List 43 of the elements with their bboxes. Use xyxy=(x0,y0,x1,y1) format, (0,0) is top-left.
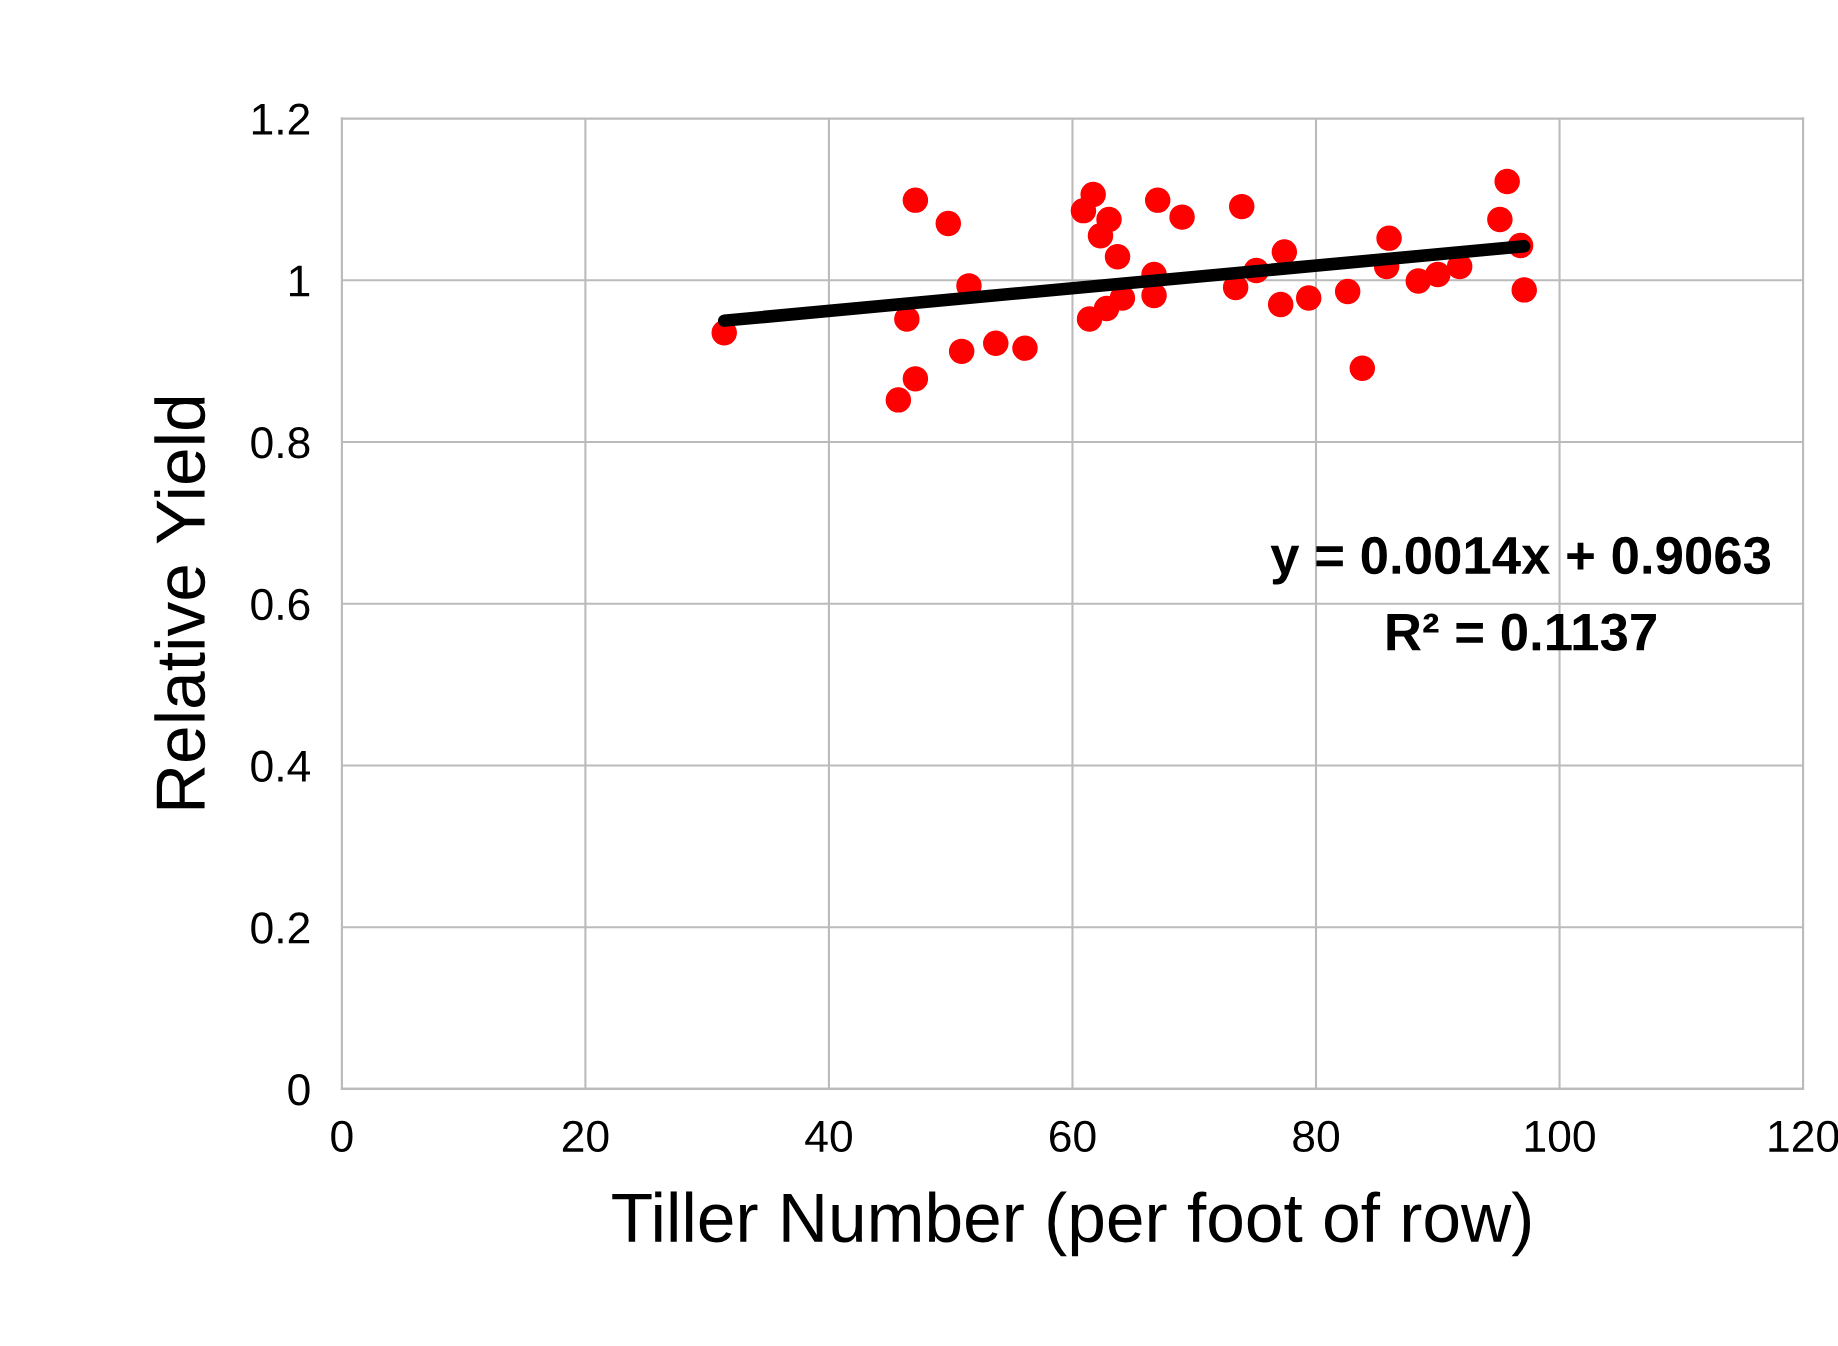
point xyxy=(1295,285,1322,311)
point xyxy=(935,210,961,237)
point xyxy=(1012,335,1038,361)
point xyxy=(885,387,912,413)
x-tick-label: 80 xyxy=(1293,1120,1339,1153)
y-tick-label: 0.2 xyxy=(251,912,310,944)
point xyxy=(1144,187,1171,213)
x-axis-title: Tiller Number (per foot of row) xyxy=(612,1191,1530,1257)
point xyxy=(894,306,920,332)
x-tick-label: 60 xyxy=(1050,1120,1096,1153)
y-tick-label: 0.8 xyxy=(251,427,310,459)
annotation: y = 0.0014x + 0.9063 xyxy=(1270,536,1771,585)
point xyxy=(1169,204,1195,230)
x-tick-label: 100 xyxy=(1525,1120,1595,1153)
y-tick-label: 0 xyxy=(288,1073,310,1106)
x-tick-label: 0 xyxy=(331,1120,353,1153)
x-tick-label: 120 xyxy=(1769,1120,1838,1153)
point xyxy=(1487,206,1513,233)
point xyxy=(1104,244,1131,270)
point xyxy=(902,366,929,392)
point xyxy=(948,338,975,365)
y-tick-label: 1.2 xyxy=(252,103,310,135)
x-tick-label: 20 xyxy=(562,1120,609,1153)
point xyxy=(1271,239,1298,265)
point xyxy=(902,187,929,213)
point xyxy=(1334,278,1361,305)
point xyxy=(1349,355,1376,382)
x-tick-label: 40 xyxy=(805,1120,852,1153)
point xyxy=(1376,225,1402,251)
point xyxy=(1267,291,1294,318)
point xyxy=(1080,181,1106,208)
point xyxy=(1511,277,1537,303)
y-tick-label: 0.6 xyxy=(251,588,310,621)
y-tick-label: 1 xyxy=(289,265,310,297)
y-axis-title: Relative Yield xyxy=(154,397,206,809)
point xyxy=(1087,222,1114,249)
point xyxy=(1229,193,1255,220)
point xyxy=(983,330,1009,356)
point xyxy=(1405,268,1432,294)
annotation: R² = 0.1137 xyxy=(1387,613,1656,651)
y-tick-label: 0.4 xyxy=(251,750,311,782)
point xyxy=(1494,168,1520,195)
point xyxy=(1425,261,1451,288)
